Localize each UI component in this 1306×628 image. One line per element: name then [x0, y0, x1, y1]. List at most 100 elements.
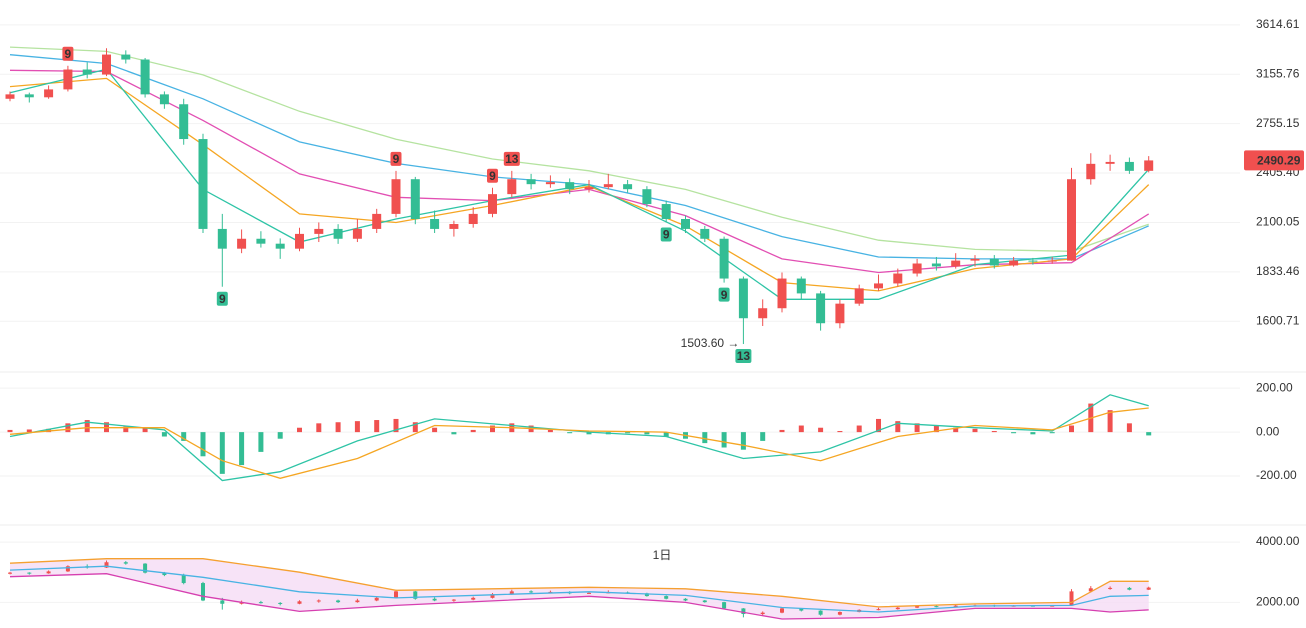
macd-bar: [1069, 425, 1074, 433]
candle-body: [970, 258, 980, 261]
macd-bar: [721, 432, 727, 448]
last-price-box: [1244, 150, 1304, 171]
macd-bar: [432, 427, 438, 433]
macd-bar: [1146, 432, 1152, 436]
macd-bar: [895, 421, 901, 433]
candle-body: [1127, 587, 1132, 590]
y-tick-label: 2000.00: [1256, 595, 1300, 609]
candle-body: [5, 94, 15, 99]
candle-body: [352, 228, 362, 239]
candle-body: [65, 566, 70, 572]
candle-body: [451, 599, 456, 601]
candle-body: [333, 228, 343, 239]
macd-bar: [316, 423, 322, 433]
macd-bar: [123, 426, 129, 433]
band-fill: [10, 558, 1149, 619]
macd-bar: [239, 432, 245, 466]
macd-bar: [451, 432, 457, 435]
candle-body: [780, 608, 784, 613]
macd-bar: [644, 432, 650, 435]
candle-body: [104, 562, 109, 568]
macd-bar: [953, 427, 959, 433]
td-marker: [503, 151, 520, 166]
candle-body: [664, 596, 669, 599]
candle-body: [1108, 587, 1113, 589]
candle-body: [8, 572, 12, 574]
macd-bar: [354, 421, 360, 433]
candle-body: [46, 571, 51, 574]
td-marker-label: 9: [219, 292, 226, 306]
candle-body: [741, 608, 746, 615]
candle-body: [931, 263, 941, 267]
macd-bar: [702, 432, 708, 444]
candle-body: [509, 591, 514, 595]
candle-body: [989, 258, 999, 266]
macd-bar: [181, 432, 187, 441]
td-marker: [735, 349, 752, 364]
y-tick-label: 0.00: [1256, 424, 1280, 438]
td-marker-label: 9: [65, 47, 72, 61]
candle-body: [181, 575, 186, 584]
macd-bar: [1011, 432, 1017, 434]
candle-body: [488, 194, 497, 214]
candle-body: [355, 600, 360, 603]
macd-bar: [914, 423, 920, 433]
candle-body: [394, 591, 398, 598]
td-marker: [660, 227, 672, 242]
candle-body: [644, 593, 649, 597]
candle-body: [818, 610, 823, 615]
indicator-line: [9, 46, 1149, 252]
candle-body: [24, 94, 34, 98]
candle-body: [545, 182, 555, 185]
indicator-line: [9, 407, 1149, 479]
candle-body: [738, 278, 748, 319]
candle-body: [314, 228, 324, 234]
macd-bar: [798, 425, 804, 433]
period-label: 1日: [653, 548, 672, 562]
td-marker: [487, 168, 498, 183]
candle-body: [1088, 588, 1093, 592]
candle-body: [278, 602, 283, 604]
macd-bar: [258, 432, 264, 452]
candle-body: [336, 600, 341, 603]
y-tick-label: 1600.71: [1256, 313, 1300, 327]
low-annotation: 1503.60 →: [681, 336, 740, 350]
candle-body: [526, 179, 536, 185]
candle-body: [584, 187, 594, 190]
candle-body: [895, 607, 900, 610]
y-tick-label: 2100.05: [1256, 215, 1300, 229]
candle-body: [953, 605, 958, 607]
y-tick-label: 1833.46: [1256, 264, 1300, 278]
candle-body: [681, 219, 690, 229]
candle-body: [642, 189, 652, 205]
macd-bar: [26, 429, 32, 433]
candle-body: [102, 54, 111, 75]
td-marker: [62, 46, 74, 61]
macd-bar: [760, 432, 766, 441]
macd-bar: [65, 423, 71, 433]
candle-body: [799, 608, 804, 611]
td-marker-label: 13: [737, 349, 751, 363]
macd-bar: [876, 418, 881, 433]
td-marker-label: 9: [393, 152, 400, 166]
y-tick-label: 3155.76: [1256, 66, 1300, 80]
indicator-line: [9, 558, 1149, 608]
y-tick-label: 2755.15: [1256, 116, 1300, 130]
candle-body: [121, 54, 131, 60]
indicator-line: [9, 394, 1149, 482]
candle-body: [1067, 179, 1076, 261]
candle-body: [1124, 161, 1134, 171]
candle-body: [661, 204, 671, 220]
macd-bar: [490, 425, 495, 433]
indicator-line: [9, 69, 1150, 274]
candle-body: [1047, 260, 1057, 262]
candle-body: [162, 572, 167, 576]
last-price-label: 2490.29: [1257, 154, 1301, 168]
macd-bar: [200, 432, 206, 457]
candle-body: [603, 184, 613, 188]
y-tick-label: 200.00: [1256, 380, 1293, 394]
candle-body: [295, 233, 304, 249]
macd-bar: [161, 432, 167, 437]
candle-body: [432, 598, 437, 601]
